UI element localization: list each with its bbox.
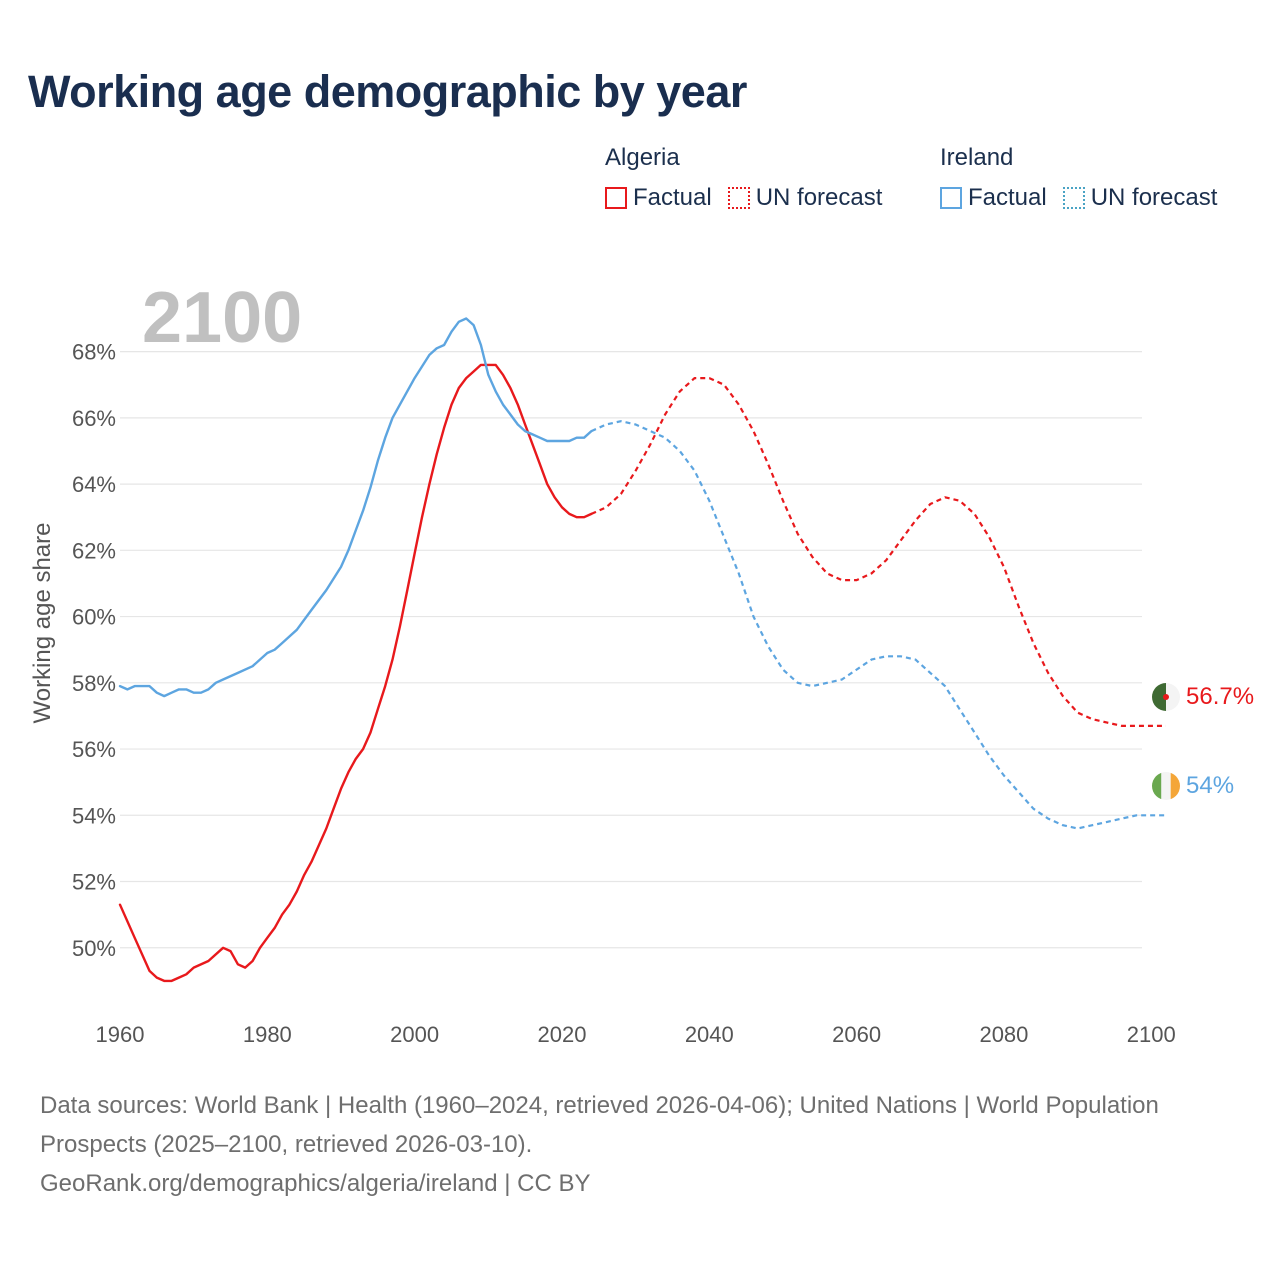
algeria-flag-icon xyxy=(1152,683,1180,711)
legend-swatch-ireland-forecast xyxy=(1062,187,1085,209)
ireland-flag-green-band xyxy=(1152,772,1162,800)
legend-swatch-algeria-forecast xyxy=(727,187,750,209)
legend-label-ireland-factual: Factual xyxy=(968,184,1047,211)
y-tick-label-66: 66% xyxy=(72,406,116,431)
legend-label-ireland-forecast: UN forecast xyxy=(1090,184,1218,211)
algeria-factual-line xyxy=(118,363,593,983)
ireland-flag-orange-band xyxy=(1170,772,1180,800)
legend-country-algeria: Algeria xyxy=(605,144,680,171)
chart-plot: 2100 50% 52% 54% 56% 58% 60% 62% 64% 66% 68% 1960… xyxy=(29,278,1254,1047)
ireland-factual-line xyxy=(118,317,593,698)
y-tick-label-64: 64% xyxy=(72,472,116,497)
ireland-forecast-line xyxy=(590,420,1166,830)
x-tick-label-2100: 2100 xyxy=(1127,1022,1176,1047)
x-tick-label-2000: 2000 xyxy=(390,1022,439,1047)
y-tick-labels: 50% 52% 54% 56% 58% 60% 62% 64% 66% 68% xyxy=(72,340,116,961)
series-lines xyxy=(118,317,1166,983)
grid-lines xyxy=(120,351,1142,949)
ireland-flag-icon xyxy=(1152,772,1180,800)
ireland-end-value-label: 54% xyxy=(1186,772,1234,799)
legend-item-ireland-factual[interactable]: Factual xyxy=(940,184,1047,212)
x-tick-label-1980: 1980 xyxy=(243,1022,292,1047)
chart-title: Working age demographic by year xyxy=(28,66,747,117)
legend-item-algeria-factual[interactable]: Factual xyxy=(605,184,712,212)
x-tick-label-2060: 2060 xyxy=(832,1022,881,1047)
y-tick-label-60: 60% xyxy=(72,605,116,630)
legend-group-ireland: Ireland Factual UN forecast xyxy=(940,144,1233,212)
y-tick-label-52: 52% xyxy=(72,870,116,895)
x-tick-labels: 1960 1980 2000 2020 2040 2060 2080 2100 xyxy=(96,1022,1176,1047)
x-tick-label-1960: 1960 xyxy=(96,1022,145,1047)
algeria-flag-emblem xyxy=(1163,694,1169,700)
legend-swatch-algeria-factual xyxy=(605,187,627,209)
legend-label-algeria-forecast: UN forecast xyxy=(755,184,883,211)
y-tick-label-58: 58% xyxy=(72,671,116,696)
algeria-forecast-line xyxy=(590,377,1166,728)
footer-sources: Data sources: World Bank | Health (1960–… xyxy=(40,1086,1220,1203)
ireland-flag-white-band xyxy=(1161,772,1171,800)
footer-data-sources: Data sources: World Bank | Health (1960–… xyxy=(40,1092,1159,1158)
x-tick-label-2080: 2080 xyxy=(979,1022,1028,1047)
y-tick-label-50: 50% xyxy=(72,936,116,961)
year-watermark: 2100 xyxy=(142,278,302,358)
legend-swatch-ireland-factual xyxy=(940,187,962,209)
legend-group-algeria: Algeria Factual UN forecast xyxy=(605,144,898,212)
y-tick-label-68: 68% xyxy=(72,340,116,365)
algeria-flag-green-half xyxy=(1152,683,1166,711)
y-axis-label: Working age share xyxy=(29,523,56,724)
y-tick-label-54: 54% xyxy=(72,803,116,828)
algeria-end-value-label: 56.7% xyxy=(1186,683,1254,710)
algeria-flag-white-half xyxy=(1166,683,1180,711)
y-tick-label-62: 62% xyxy=(72,538,116,563)
legend-country-ireland: Ireland xyxy=(940,144,1014,171)
x-tick-label-2020: 2020 xyxy=(537,1022,586,1047)
x-tick-label-2040: 2040 xyxy=(685,1022,734,1047)
legend-item-ireland-forecast[interactable]: UN forecast xyxy=(1062,184,1218,212)
y-tick-label-56: 56% xyxy=(72,737,116,762)
legend-item-algeria-forecast[interactable]: UN forecast xyxy=(727,184,883,212)
footer-attribution[interactable]: GeoRank.org/demographics/algeria/ireland… xyxy=(40,1170,591,1197)
legend-label-algeria-factual: Factual xyxy=(633,184,712,211)
